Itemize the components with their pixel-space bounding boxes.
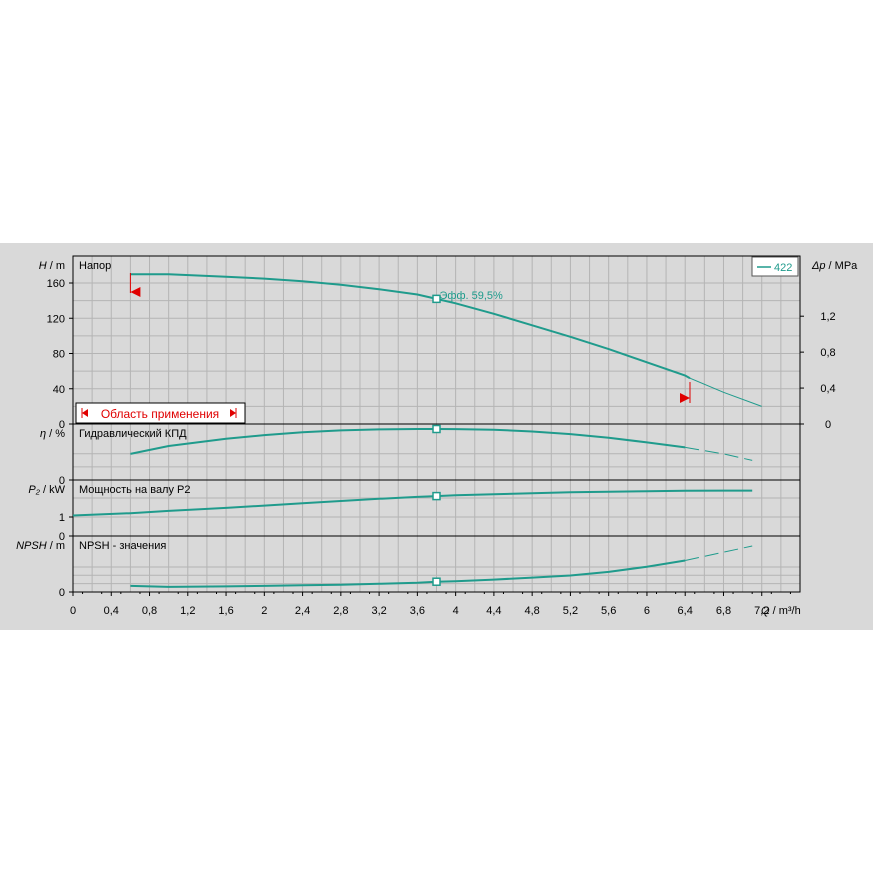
range-right-arrow-icon bbox=[230, 409, 236, 417]
panel-title-power: Мощность на валу P2 bbox=[79, 484, 191, 496]
series-line-npsh bbox=[130, 559, 686, 588]
series-extension-head bbox=[689, 377, 762, 407]
operating-point-marker bbox=[432, 577, 441, 586]
y-tick-label: 120 bbox=[47, 313, 65, 325]
y-axis-label-efficiency: η / % bbox=[40, 428, 65, 440]
operating-point-marker bbox=[432, 491, 441, 501]
x-tick-label: 3,6 bbox=[410, 605, 425, 617]
x-tick-label: 0 bbox=[70, 605, 76, 617]
y-axis-label-head: H / m bbox=[39, 260, 65, 272]
y2-tick-label: 0,8 bbox=[820, 347, 835, 359]
x-tick-label: 2,4 bbox=[295, 605, 310, 617]
series-extension-efficiency bbox=[685, 446, 753, 461]
x-tick-label: 6 bbox=[644, 605, 650, 617]
y-tick-label: 0 bbox=[59, 475, 65, 487]
x-axis-label: Q / m³/h bbox=[761, 605, 801, 617]
x-tick-label: 1,2 bbox=[180, 605, 195, 617]
y2-tick-label: 1,2 bbox=[820, 311, 835, 323]
pump-curve-panel: 0 0,4 0,8 1,2 1,6 2 2,4 2,8 3,2 3,6 4 4,4 4,8 5,2 5,6 6… bbox=[0, 243, 873, 630]
series-line-efficiency bbox=[130, 428, 686, 455]
y-tick-label: 0 bbox=[59, 419, 65, 431]
range-min-arrow-icon bbox=[130, 287, 141, 297]
x-tick-label: 5,2 bbox=[563, 605, 578, 617]
panel-frame-npsh bbox=[72, 535, 801, 593]
y-axis-label-npsh: NPSH / m bbox=[16, 540, 65, 552]
x-tick-label: 2,8 bbox=[333, 605, 348, 617]
y-axis-label-power: P₂ / kW bbox=[28, 484, 65, 496]
application-range-label: Область применения bbox=[101, 407, 219, 421]
x-tick-label: 4,4 bbox=[486, 605, 501, 617]
x-tick-label: 5,6 bbox=[601, 605, 616, 617]
x-tick-label: 0,8 bbox=[142, 605, 157, 617]
range-left-arrow-icon bbox=[82, 409, 88, 417]
y-tick-label: 0 bbox=[59, 587, 65, 599]
x-tick-label: 0,4 bbox=[104, 605, 119, 617]
range-max-arrow-icon bbox=[679, 393, 690, 403]
panel-title-head: Напор bbox=[79, 260, 111, 272]
pump-performance-chart: 0 0,4 0,8 1,2 1,6 2 2,4 2,8 3,2 3,6 4 4,4 4,8 5,2 5,6 6… bbox=[16, 255, 858, 617]
y-tick-label: 1 bbox=[59, 512, 65, 524]
x-tick-label: 7,2 bbox=[754, 605, 769, 617]
y-tick-label: 40 bbox=[53, 384, 65, 396]
y2-tick-label: 0,4 bbox=[820, 383, 835, 395]
panel-title-efficiency: Гидравлический КПД bbox=[79, 428, 187, 440]
x-tick-label: 3,2 bbox=[371, 605, 386, 617]
efficiency-annotation: Эфф. 59,5% bbox=[440, 290, 504, 302]
y-tick-label: 0 bbox=[59, 531, 65, 543]
x-tick-label: 2 bbox=[261, 605, 267, 617]
x-tick-label: 6,8 bbox=[716, 605, 731, 617]
operating-point-marker bbox=[432, 424, 441, 434]
legend-label: 422 bbox=[774, 262, 792, 274]
y2-axis-label: Δp / MPa bbox=[811, 260, 858, 272]
y-tick-label: 80 bbox=[53, 349, 65, 361]
y2-tick-label: 0 bbox=[825, 419, 831, 431]
x-tick-label: 4,8 bbox=[525, 605, 540, 617]
operating-point-marker bbox=[432, 294, 441, 304]
x-tick-label: 4 bbox=[453, 605, 459, 617]
panel-title-npsh: NPSH - значения bbox=[79, 540, 166, 552]
x-tick-label: 1,6 bbox=[218, 605, 233, 617]
series-extension-npsh bbox=[685, 545, 753, 561]
x-tick-label: 6,4 bbox=[678, 605, 693, 617]
y-tick-label: 160 bbox=[47, 278, 65, 290]
legend-box bbox=[751, 256, 799, 277]
application-range-box bbox=[75, 402, 246, 424]
